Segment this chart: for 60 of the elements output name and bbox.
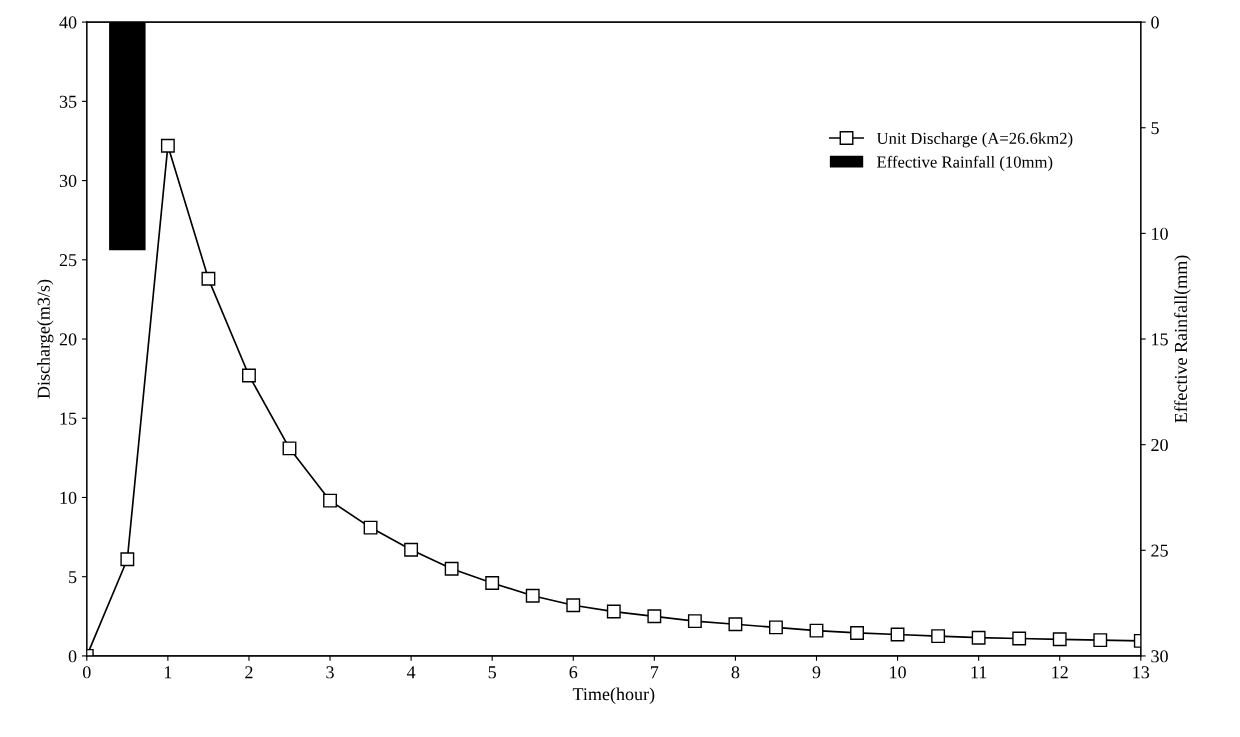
x-tick-label: 9 (812, 666, 821, 679)
point (728, 617, 743, 632)
x-tick-label: 6 (569, 666, 578, 679)
y2-tick-label: 15 (1152, 333, 1168, 346)
y-tick-label: 10 (60, 491, 77, 504)
point (890, 627, 905, 642)
y-tick-label: 20 (59, 333, 77, 346)
point (444, 561, 459, 576)
x-tick-label: 3 (326, 666, 334, 679)
y-axis-title: Discharge(m3/s) (37, 279, 54, 399)
point (1052, 632, 1067, 647)
y2-axis-title: Effective Rainfall(mm) (1174, 255, 1191, 423)
x-tick-label: 11 (971, 666, 987, 679)
point (1012, 631, 1027, 646)
point (242, 368, 256, 383)
point (971, 630, 986, 645)
x-tick-label: 5 (488, 666, 496, 679)
x-tick-label: 4 (406, 666, 416, 679)
x-tick-label: 2 (245, 666, 253, 679)
x-tick-label: 7 (651, 666, 659, 679)
x-tick-label: 10 (890, 666, 906, 679)
point (687, 614, 702, 629)
y2-tick-label: 20 (1151, 438, 1168, 452)
x-tick-label: 12 (1052, 666, 1068, 679)
y2-tick-label: 10 (1152, 227, 1168, 240)
point (809, 623, 824, 638)
point (282, 441, 297, 456)
point (485, 576, 500, 590)
point (160, 138, 175, 153)
y-tick-label: 15 (60, 412, 77, 425)
legend-label: Unit Discharge (A=26.6km2) (876, 132, 1073, 148)
point (525, 588, 540, 603)
point (404, 542, 419, 557)
x-tick-label: 1 (164, 666, 172, 679)
y2-tick-label: 30 (1151, 650, 1168, 663)
point (850, 626, 864, 640)
point (201, 271, 216, 286)
y-tick-label: 25 (59, 254, 77, 267)
y-tick-label: 40 (59, 16, 77, 29)
point (363, 520, 378, 535)
y2-tick-label: 25 (1151, 544, 1168, 557)
y-tick-label: 5 (69, 571, 77, 584)
point (647, 609, 662, 624)
point (769, 620, 783, 635)
y2-tick-label: 0 (1151, 16, 1159, 29)
point (323, 493, 337, 508)
x-tick-label: 8 (731, 666, 740, 679)
point (606, 604, 621, 619)
y-tick-label: 0 (68, 650, 77, 663)
x-tick-label: 13 (1133, 666, 1150, 679)
x-tick-label: 0 (82, 666, 91, 679)
point (931, 629, 946, 644)
y-tick-label: 35 (59, 95, 77, 108)
point (120, 552, 135, 567)
y-tick-label: 30 (59, 174, 77, 188)
point (566, 598, 581, 613)
y2-tick-label: 5 (1151, 122, 1159, 135)
legend-label: Effective Rainfall (10mm) (877, 155, 1053, 172)
x-axis-title: Time(hour) (572, 687, 655, 704)
point (1093, 633, 1108, 648)
